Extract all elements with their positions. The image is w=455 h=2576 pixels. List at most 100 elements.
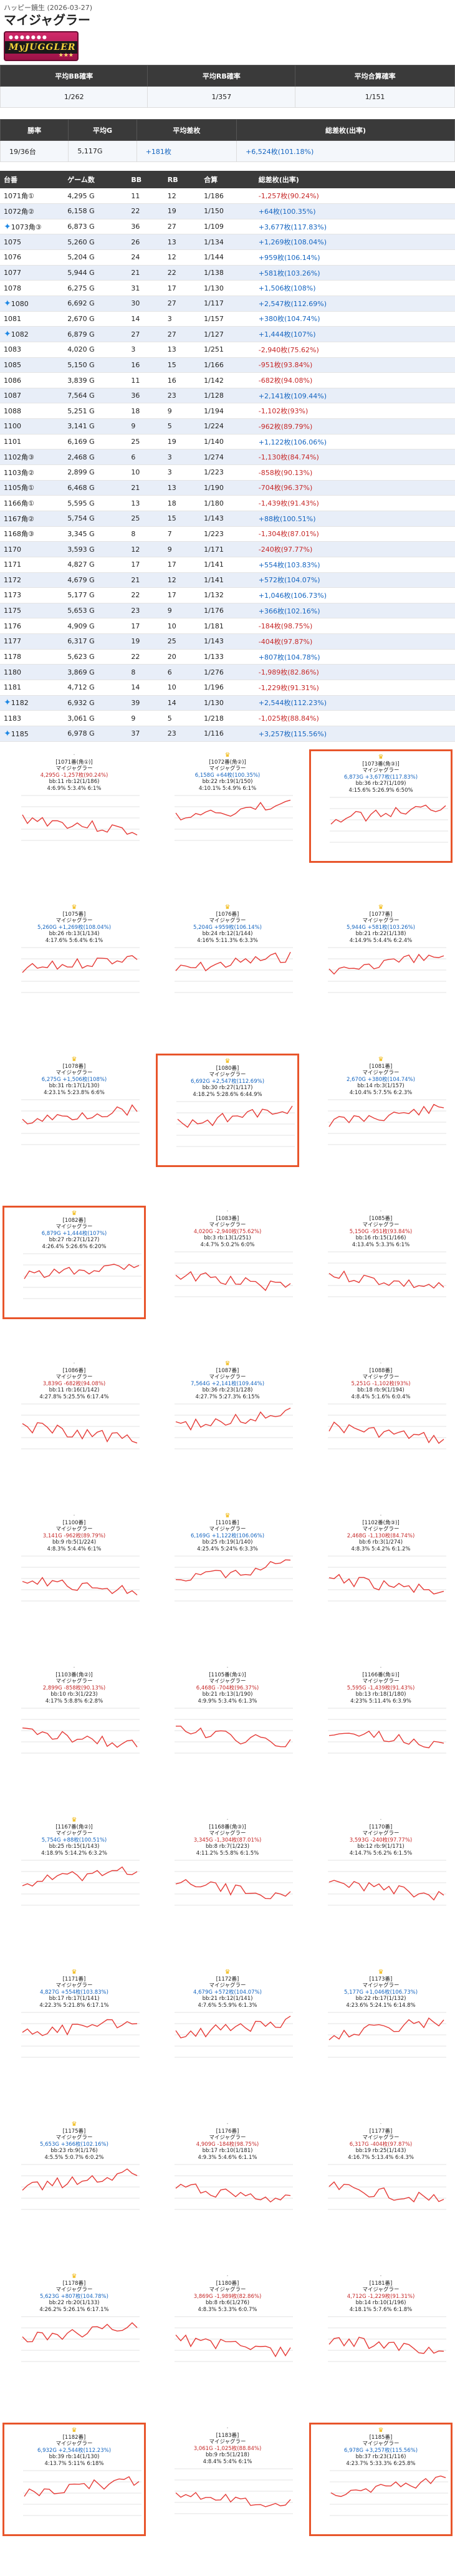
cell-machine-no[interactable]: 1101 <box>0 434 64 450</box>
machine-chart-card[interactable]: ♛ [1172番] マイジャグラー 4,679G +572枚(104.07%) bb:2… <box>156 1966 299 2080</box>
machine-chart-card[interactable]: · [1166番(角①)] マイジャグラー 5,595G -1,439枚(91.43%… <box>309 1662 453 1776</box>
table-row[interactable]: 1178 5,623 G 22 20 1/133 +807枚(104.78%) <box>0 649 455 665</box>
table-row[interactable]: 1071角① 4,295 G 11 12 1/186 -1,257枚(90.24%) <box>0 188 455 204</box>
cell-machine-no[interactable]: 1071角① <box>0 188 64 204</box>
machine-chart-card[interactable]: ♛ [1167番(角②)] マイジャグラー 5,754G +88枚(100.51%) b… <box>2 1814 146 1928</box>
cell-machine-no[interactable]: 1176 <box>0 618 64 635</box>
machine-chart-card[interactable]: · [1085番] マイジャグラー 5,150G -951枚(93.84%) bb:16… <box>309 1206 453 1319</box>
machine-chart-card[interactable]: ♛ [1087番] マイジャグラー 7,564G +2,141枚(109.44%) bb… <box>156 1358 299 1471</box>
machine-chart-card[interactable]: · [1176番] マイジャグラー 4,909G -184枚(98.75%) bb:17… <box>156 2118 299 2232</box>
machine-chart-card[interactable]: ♛ [1175番] マイジャグラー 5,653G +366枚(102.16%) bb:2… <box>2 2118 146 2232</box>
cell-machine-no[interactable]: 1173 <box>0 587 64 603</box>
cell-machine-no[interactable]: ✦1182 <box>0 695 64 711</box>
machine-chart-card[interactable]: · [1183番] マイジャグラー 3,061G -1,025枚(88.84%) bb:… <box>156 2423 299 2536</box>
cell-machine-no[interactable]: 1102角③ <box>0 449 64 466</box>
cell-machine-no[interactable]: 1181 <box>0 680 64 696</box>
table-row[interactable]: 1105角① 6,468 G 21 13 1/190 -704枚(96.37%) <box>0 480 455 496</box>
table-row[interactable]: 1176 4,909 G 17 10 1/181 -184枚(98.75%) <box>0 618 455 635</box>
table-row[interactable]: 1087 7,564 G 36 23 1/128 +2,141枚(109.44%) <box>0 388 455 404</box>
cell-machine-no[interactable]: 1087 <box>0 388 64 404</box>
table-row[interactable]: 1167角② 5,754 G 25 15 1/143 +88枚(100.51%) <box>0 511 455 527</box>
table-row[interactable]: 1181 4,712 G 14 10 1/196 -1,229枚(91.31%) <box>0 680 455 696</box>
machine-chart-card[interactable]: ♛ [1075番] マイジャグラー 5,260G +1,269枚(108.04%) bb… <box>2 901 146 1015</box>
machine-chart-card[interactable]: · [1181番] マイジャグラー 4,712G -1,229枚(91.31%) bb:… <box>309 2271 453 2384</box>
machine-chart-card[interactable]: · [1168番(角③)] マイジャグラー 3,345G -1,304枚(87.01%… <box>156 1814 299 1928</box>
machine-chart-card[interactable]: · [1102番(角③)] マイジャグラー 2,468G -1,130枚(84.74%… <box>309 1510 453 1623</box>
table-row[interactable]: 1102角③ 2,468 G 6 3 1/274 -1,130枚(84.74%) <box>0 449 455 466</box>
cell-machine-no[interactable]: 1085 <box>0 357 64 373</box>
table-row[interactable]: 1083 4,020 G 3 13 1/251 -2,940枚(75.62%) <box>0 342 455 358</box>
machine-chart-card[interactable]: ♛ [1076番] マイジャグラー 5,204G +959枚(106.14%) bb:2… <box>156 901 299 1015</box>
cell-machine-no[interactable]: 1180 <box>0 664 64 680</box>
machine-chart-card[interactable]: · [1088番] マイジャグラー 5,251G -1,102枚(93%) bb:18 … <box>309 1358 453 1471</box>
cell-machine-no[interactable]: 1072角② <box>0 203 64 219</box>
machine-chart-card[interactable]: ♛ [1081番] マイジャグラー 2,670G +380枚(104.74%) bb:1… <box>309 1054 453 1167</box>
table-row[interactable]: 1081 2,670 G 14 3 1/157 +380枚(104.74%) <box>0 311 455 327</box>
table-row[interactable]: 1103角② 2,899 G 10 3 1/223 -858枚(90.13%) <box>0 464 455 481</box>
table-row[interactable]: 1168角③ 3,345 G 8 7 1/223 -1,304枚(87.01%) <box>0 526 455 542</box>
machine-chart-card[interactable]: ♛ [1101番] マイジャグラー 6,169G +1,122枚(106.06%) bb… <box>156 1510 299 1623</box>
machine-chart-card[interactable]: · [1170番] マイジャグラー 3,593G -240枚(97.77%) bb:12… <box>309 1814 453 1928</box>
cell-machine-no[interactable]: 1078 <box>0 280 64 296</box>
machine-chart-card[interactable]: ♛ [1185番] マイジャグラー 6,978G +3,257枚(115.56%) bb… <box>309 2422 453 2536</box>
cell-machine-no[interactable]: 1178 <box>0 649 64 665</box>
machine-chart-card[interactable]: ♛ [1182番] マイジャグラー 6,932G +2,544枚(112.23%) bb… <box>2 2422 146 2536</box>
cell-machine-no[interactable]: 1077 <box>0 265 64 281</box>
table-row[interactable]: 1177 6,317 G 19 25 1/143 -404枚(97.87%) <box>0 633 455 650</box>
cell-machine-no[interactable]: 1166角① <box>0 495 64 511</box>
cell-machine-no[interactable]: 1088 <box>0 403 64 420</box>
machine-chart-card[interactable]: ♛ [1082番] マイジャグラー 6,879G +1,444枚(107%) bb:27… <box>2 1205 146 1319</box>
cell-machine-no[interactable]: 1170 <box>0 541 64 557</box>
machine-chart-card[interactable]: · [1105番(角①)] マイジャグラー 6,468G -704枚(96.37%) b… <box>156 1662 299 1776</box>
machine-chart-card[interactable]: ♛ [1077番] マイジャグラー 5,944G +581枚(103.26%) bb:2… <box>309 901 453 1015</box>
table-row[interactable]: 1085 5,150 G 16 15 1/166 -951枚(93.84%) <box>0 357 455 373</box>
machine-chart-card[interactable]: · [1083番] マイジャグラー 4,020G -2,940枚(75.62%) bb:… <box>156 1206 299 1319</box>
table-row[interactable]: 1100 3,141 G 9 5 1/224 -962枚(89.79%) <box>0 418 455 435</box>
cell-machine-no[interactable]: 1177 <box>0 633 64 650</box>
machine-chart-card[interactable]: ♛ [1073番(角③)] マイジャグラー 6,873G +3,677枚(117.83… <box>309 749 453 863</box>
table-row[interactable]: ✦1185 6,978 G 37 23 1/116 +3,257枚(115.56%) <box>0 726 455 742</box>
table-row[interactable]: 1172 4,679 G 21 12 1/141 +572枚(104.07%) <box>0 572 455 589</box>
cell-machine-no[interactable]: 1172 <box>0 572 64 589</box>
cell-machine-no[interactable]: ✦1185 <box>0 726 64 742</box>
cell-machine-no[interactable]: 1103角② <box>0 464 64 481</box>
cell-machine-no[interactable]: 1105角① <box>0 480 64 496</box>
machine-chart-card[interactable]: ♛ [1178番] マイジャグラー 5,623G +807枚(104.78%) bb:2… <box>2 2271 146 2384</box>
table-row[interactable]: 1072角② 6,158 G 22 19 1/150 +64枚(100.35%) <box>0 203 455 219</box>
cell-machine-no[interactable]: ✦1073角③ <box>0 219 64 235</box>
cell-machine-no[interactable]: 1100 <box>0 418 64 435</box>
machine-chart-card[interactable]: ♛ [1173番] マイジャグラー 5,177G +1,046枚(106.73%) bb… <box>309 1966 453 2080</box>
table-row[interactable]: 1075 5,260 G 26 13 1/134 +1,269枚(108.04%) <box>0 234 455 251</box>
table-row[interactable]: 1166角① 5,595 G 13 18 1/180 -1,439枚(91.43%) <box>0 495 455 511</box>
table-row[interactable]: 1077 5,944 G 21 22 1/138 +581枚(103.26%) <box>0 265 455 281</box>
table-row[interactable]: 1078 6,275 G 31 17 1/130 +1,506枚(108%) <box>0 280 455 296</box>
machine-chart-card[interactable]: ♛ [1072番(角②)] マイジャグラー 6,158G +64枚(100.35%) b… <box>156 749 299 863</box>
machine-chart-card[interactable]: · [1071番(角①)] マイジャグラー 4,295G -1,257枚(90.24%… <box>2 749 146 863</box>
cell-machine-no[interactable]: 1168角③ <box>0 526 64 542</box>
table-row[interactable]: 1183 3,061 G 9 5 1/218 -1,025枚(88.84%) <box>0 710 455 726</box>
cell-machine-no[interactable]: 1167角② <box>0 511 64 527</box>
table-row[interactable]: 1170 3,593 G 12 9 1/171 -240枚(97.77%) <box>0 541 455 557</box>
cell-machine-no[interactable]: ✦1080 <box>0 296 64 312</box>
table-row[interactable]: 1175 5,653 G 23 9 1/176 +366枚(102.16%) <box>0 603 455 619</box>
machine-chart-card[interactable]: · [1103番(角②)] マイジャグラー 2,899G -858枚(90.13%) b… <box>2 1662 146 1776</box>
table-row[interactable]: 1076 5,204 G 24 12 1/144 +959枚(106.14%) <box>0 249 455 266</box>
cell-machine-no[interactable]: 1175 <box>0 603 64 619</box>
cell-machine-no[interactable]: 1171 <box>0 557 64 573</box>
machine-chart-card[interactable]: ♛ [1080番] マイジャグラー 6,692G +2,547枚(112.69%) bb… <box>156 1053 299 1167</box>
cell-machine-no[interactable]: 1076 <box>0 249 64 266</box>
cell-machine-no[interactable]: 1183 <box>0 710 64 726</box>
cell-machine-no[interactable]: 1075 <box>0 234 64 251</box>
table-row[interactable]: ✦1073角③ 6,873 G 36 27 1/109 +3,677枚(117.83%) <box>0 219 455 235</box>
table-row[interactable]: 1088 5,251 G 18 9 1/194 -1,102枚(93%) <box>0 403 455 420</box>
machine-chart-card[interactable]: ♛ [1171番] マイジャグラー 4,827G +554枚(103.83%) bb:1… <box>2 1966 146 2080</box>
table-row[interactable]: ✦1082 6,879 G 27 27 1/127 +1,444枚(107%) <box>0 326 455 342</box>
table-row[interactable]: 1086 3,839 G 11 16 1/142 -682枚(94.08%) <box>0 372 455 388</box>
cell-machine-no[interactable]: 1081 <box>0 311 64 327</box>
table-row[interactable]: ✦1080 6,692 G 30 27 1/117 +2,547枚(112.69%) <box>0 296 455 312</box>
machine-chart-card[interactable]: · [1180番] マイジャグラー 3,869G -1,989枚(82.86%) bb:… <box>156 2271 299 2384</box>
cell-machine-no[interactable]: 1083 <box>0 342 64 358</box>
machine-chart-card[interactable]: · [1100番] マイジャグラー 3,141G -962枚(89.79%) bb:9 … <box>2 1510 146 1623</box>
table-row[interactable]: 1101 6,169 G 25 19 1/140 +1,122枚(106.06%) <box>0 434 455 450</box>
machine-chart-card[interactable]: · [1177番] マイジャグラー 6,317G -404枚(97.87%) bb:19… <box>309 2118 453 2232</box>
